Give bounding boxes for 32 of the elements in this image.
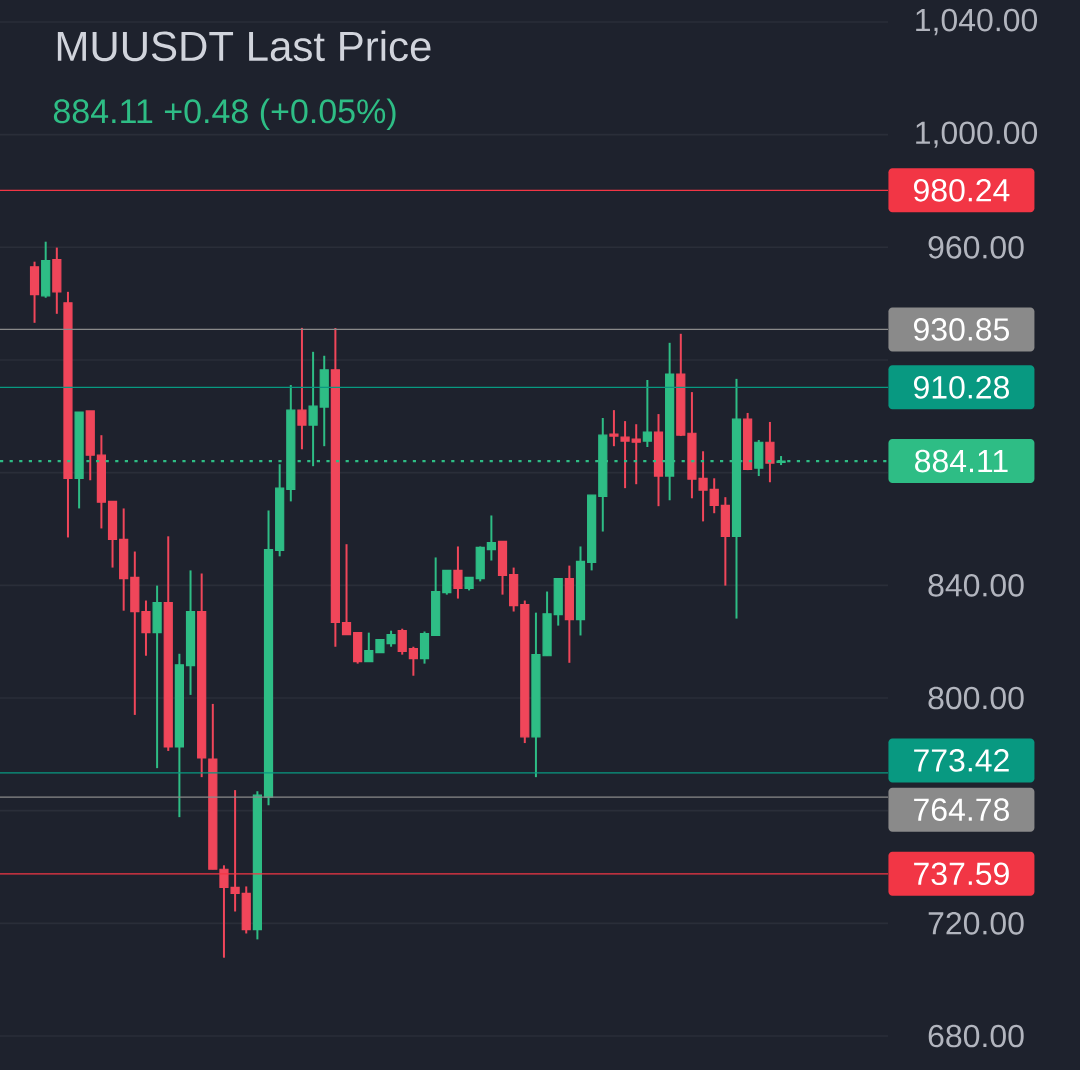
candlestick (709, 477, 719, 515)
ref-line-label: 884.11 (915, 449, 1008, 473)
y-tick-label: 720.00 (928, 912, 1024, 935)
y-tick-label: 1,040.00 (916, 8, 1038, 36)
candlestick (397, 627, 407, 656)
text: 884.11 +0.48 (+0.05%) (53, 98, 396, 131)
candlestick (297, 326, 307, 451)
candlestick (765, 420, 775, 484)
candlestick (642, 378, 652, 449)
candlestick (408, 645, 418, 677)
candlestick (364, 631, 374, 663)
ref-line-label: 773.42 (914, 749, 1009, 772)
candlestick (620, 420, 630, 490)
candlestick (141, 599, 151, 657)
ref-line-label: 764.78 (914, 798, 1009, 822)
ref-line-label: 737.59 (914, 862, 1009, 886)
y-tick-label: 800.00 (928, 686, 1024, 710)
y-tick-label: 960.00 (928, 236, 1024, 259)
candlestick (609, 409, 619, 448)
candlestick (308, 350, 318, 468)
candlestick (453, 545, 463, 600)
ref-line-label: 910.28 (914, 376, 1009, 399)
chart-title: MUUSDT Last Price (57, 30, 431, 62)
candlestick (341, 543, 352, 636)
y-tick-label: 680.00 (928, 1024, 1024, 1048)
candlestick (486, 514, 496, 562)
y-tick-label: 1,000.00 (916, 121, 1038, 148)
y-tick-label: 840.00 (928, 574, 1024, 597)
ref-line-label: 980.24 (914, 179, 1010, 202)
candlestick (442, 569, 452, 596)
ref-line-label: 930.85 (914, 318, 1009, 341)
candlestick (631, 423, 641, 486)
